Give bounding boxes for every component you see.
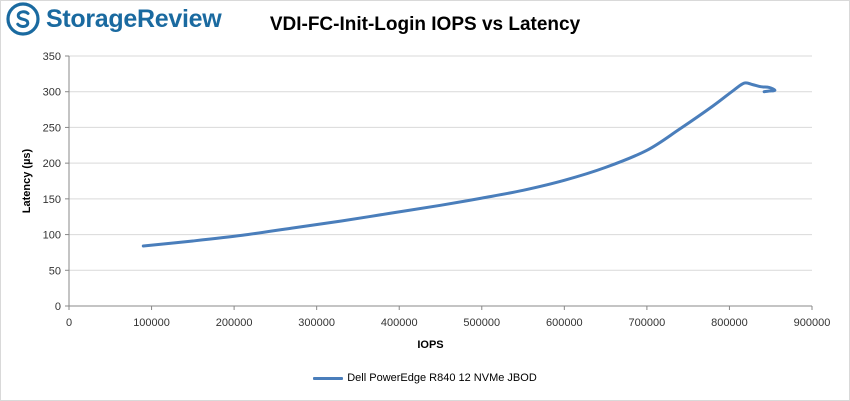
legend: Dell PowerEdge R840 12 NVMe JBOD	[0, 372, 850, 384]
y-tick-label: 50	[49, 265, 61, 277]
legend-label: Dell PowerEdge R840 12 NVMe JBOD	[347, 372, 537, 384]
y-axis-label: Latency (µs)	[21, 148, 33, 213]
y-tick-label: 0	[55, 301, 61, 313]
chart-title: VDI-FC-Init-Login IOPS vs Latency	[269, 14, 581, 35]
series-line-0	[141, 81, 777, 248]
x-tick-label: 500000	[463, 317, 500, 329]
y-tick-label: 150	[43, 194, 61, 206]
storagereview-logo: StorageReview	[6, 2, 222, 36]
x-tick-label: 100000	[133, 317, 170, 329]
y-tick-label: 100	[43, 230, 61, 242]
x-tick-label: 900000	[794, 317, 831, 329]
y-tick-label: 350	[43, 51, 61, 63]
x-tick-label: 800000	[711, 317, 748, 329]
x-axis-label: IOPS	[417, 339, 443, 351]
logo-wordmark: StorageReview	[46, 4, 222, 33]
x-tick-label: 300000	[298, 317, 335, 329]
x-tick-label: 0	[66, 317, 72, 329]
x-tick-label: 200000	[216, 317, 253, 329]
legend-swatch	[313, 376, 344, 380]
y-tick-label: 250	[43, 122, 61, 134]
y-tick-label: 300	[43, 87, 61, 99]
y-tick-label: 200	[43, 158, 61, 170]
x-tick-label: 400000	[381, 317, 418, 329]
x-tick-label: 700000	[629, 317, 666, 329]
x-tick-label: 600000	[546, 317, 583, 329]
storagereview-logo-icon	[6, 2, 40, 36]
